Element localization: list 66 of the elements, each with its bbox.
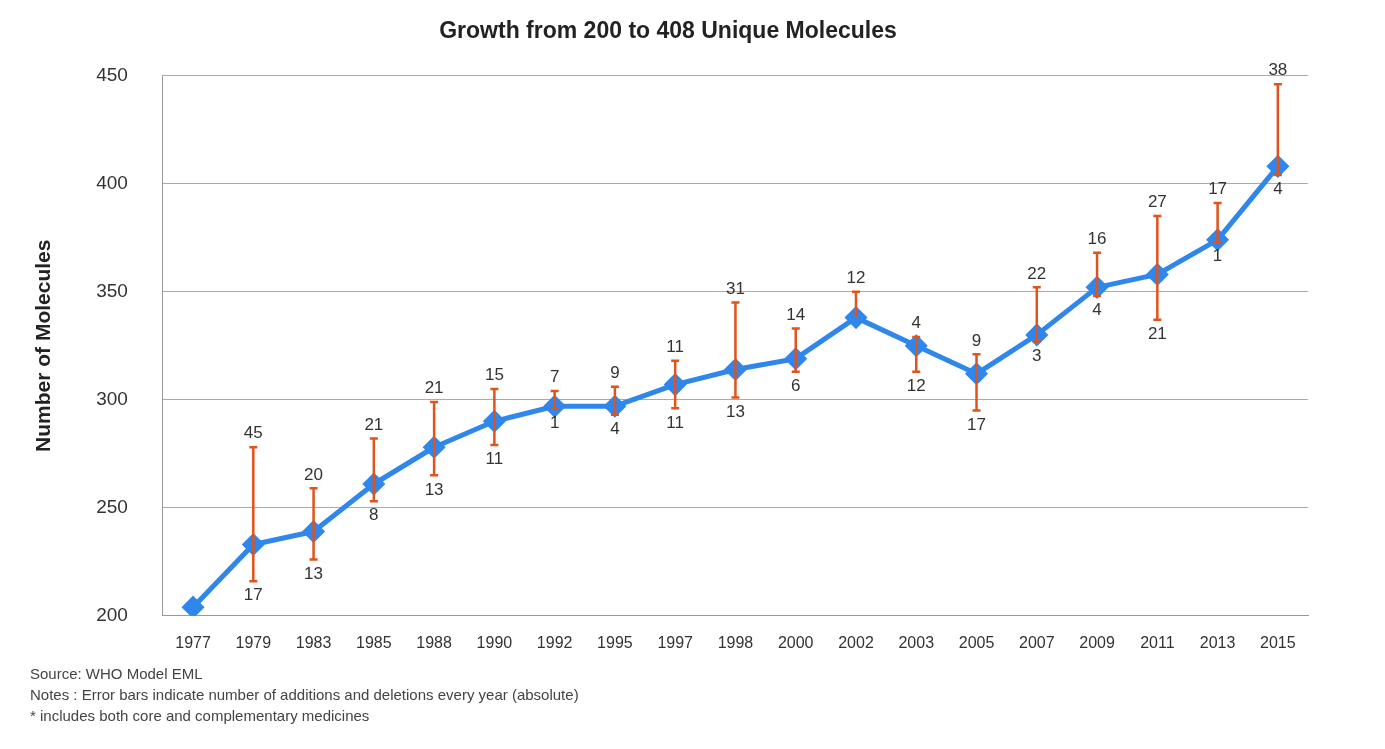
annotation: 14	[786, 304, 806, 324]
annotation: 22	[1027, 263, 1047, 283]
annotation: 13	[424, 479, 444, 499]
x-tick-label: 1998	[717, 633, 754, 651]
annotation: 17	[967, 414, 986, 434]
chart-title: Growth from 200 to 408 Unique Molecules	[439, 17, 897, 44]
y-tick-label: 200	[96, 604, 128, 626]
y-tick-label: 250	[96, 495, 128, 517]
x-tick-label: 2011	[1140, 633, 1175, 651]
x-tick-label: 1977	[175, 633, 211, 651]
annotation: 1	[549, 412, 560, 432]
y-tick-label: 300	[96, 387, 128, 409]
x-tick-label: 1985	[356, 633, 392, 651]
annotation: 6	[790, 375, 801, 395]
annotation: 20	[304, 464, 324, 484]
x-tick-label: 2015	[1260, 633, 1296, 651]
annotation: 4	[911, 313, 921, 333]
annotation: 13	[725, 401, 745, 421]
annotation: 15	[484, 365, 504, 385]
annotation: 11	[666, 337, 685, 357]
text: Notes : Error bars indicate number of additions and deletions every year (absolute)	[30, 685, 580, 705]
x-tick-label: 1979	[235, 633, 272, 651]
y-tick-label: 450	[96, 63, 128, 85]
x-tick-label: 1983	[295, 633, 332, 651]
x-tick-label: 1988	[416, 633, 453, 651]
x-tick-label: 2007	[1019, 633, 1055, 651]
annotation: 21	[1147, 323, 1167, 343]
annotation: 4	[1092, 300, 1102, 320]
annotation: 4	[610, 419, 620, 439]
annotation: 11	[485, 449, 504, 469]
source-note: Source: WHO Model EML	[30, 664, 204, 684]
annotation: 16	[1087, 228, 1107, 248]
y-tick-label: 350	[96, 279, 128, 301]
annotation: 11	[666, 412, 685, 432]
text: * includes both core and complementary medicines	[30, 706, 371, 726]
annotation: 12	[906, 375, 926, 395]
y-tick-label: 400	[96, 171, 128, 193]
x-tick-label: 2000	[777, 633, 814, 651]
annotation: 31	[725, 278, 745, 298]
annotation: 7	[549, 367, 560, 387]
annotation: 27	[1147, 192, 1167, 212]
annotation: 9	[971, 330, 982, 350]
x-tick-label: 1992	[536, 633, 573, 651]
annotation: 8	[369, 505, 379, 525]
annotation: 21	[424, 378, 444, 398]
x-tick-label: 1995	[597, 633, 633, 651]
point	[182, 596, 204, 616]
x-tick-label: 2013	[1199, 633, 1236, 651]
annotation: 38	[1268, 60, 1288, 80]
x-tick-label: 2002	[838, 633, 874, 651]
annotation: 12	[846, 267, 866, 287]
x-tick-label: 2005	[958, 633, 995, 651]
annotation: 1	[1212, 246, 1223, 266]
annotation: 9	[610, 362, 620, 382]
annotation: 13	[304, 563, 324, 583]
x-tick-label: 2009	[1079, 633, 1115, 651]
annotation: 21	[364, 414, 384, 434]
annotation: 17	[243, 585, 263, 605]
x-tick-label: 1997	[657, 633, 694, 651]
annotation: 3	[1032, 345, 1042, 365]
x-tick-label: 2003	[898, 633, 935, 651]
annotation: 45	[243, 423, 263, 443]
annotation: 4	[1273, 179, 1283, 199]
annotation: 17	[1208, 179, 1228, 199]
x-tick-label: 1990	[476, 633, 513, 651]
y-axis-title: Number of Molecules	[31, 239, 55, 452]
